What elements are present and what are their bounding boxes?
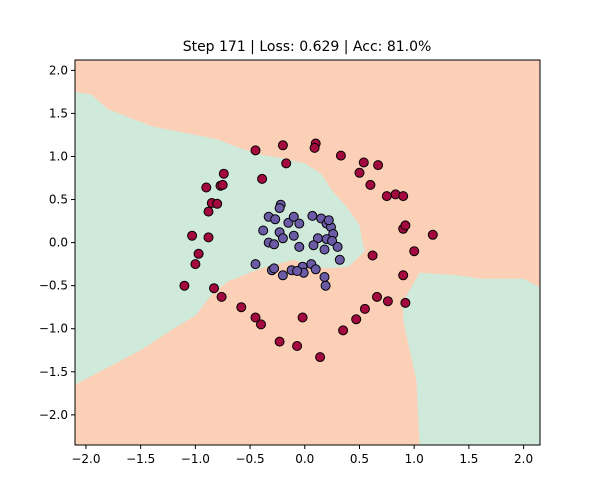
data-point-inner xyxy=(258,225,269,236)
data-point-inner xyxy=(269,263,280,274)
data-point-outer xyxy=(309,142,320,153)
x-tick-label: 1.5 xyxy=(459,452,478,466)
x-tick-label: 2.0 xyxy=(514,452,533,466)
decision-regions-inner xyxy=(75,91,540,445)
data-point-outer xyxy=(212,198,223,209)
data-point-inner xyxy=(319,272,330,282)
x-tick-label: −0.5 xyxy=(235,452,264,466)
data-point-outer xyxy=(372,291,382,302)
x-tick-label: −2.0 xyxy=(71,452,100,466)
data-point-outer xyxy=(382,296,393,307)
y-tick-label: −0.5 xyxy=(39,279,68,293)
data-point-inner xyxy=(294,218,305,229)
y-axis: 2.0 1.5 1.0 0.5 0.0 −0.5 −1.0 −1.5 −2.0 xyxy=(39,63,75,422)
data-point-inner xyxy=(319,244,330,255)
y-tick-label: −2.0 xyxy=(39,408,68,422)
data-point-outer xyxy=(351,314,362,325)
data-point-outer xyxy=(367,250,378,261)
data-point-outer xyxy=(257,173,268,184)
data-point-outer xyxy=(201,182,212,193)
chart-title: Step 171 | Loss: 0.629 | Acc: 81.0% xyxy=(183,39,432,55)
data-point-inner xyxy=(288,230,299,241)
data-point-inner xyxy=(277,233,288,244)
data-point-outer xyxy=(400,297,411,308)
data-point-outer xyxy=(335,150,346,161)
data-point-outer xyxy=(274,336,285,347)
data-point-outer xyxy=(297,312,308,323)
data-point-outer xyxy=(359,303,370,314)
data-point-outer xyxy=(203,232,214,243)
data-point-inner xyxy=(270,214,281,225)
y-tick-label: 1.0 xyxy=(49,149,68,163)
x-tick-label: −1.5 xyxy=(126,452,155,466)
data-point-outer xyxy=(398,270,409,281)
data-point-outer xyxy=(250,145,261,156)
decision-region-inner-0 xyxy=(75,91,365,385)
data-point-outer xyxy=(409,246,420,257)
data-points xyxy=(179,138,438,363)
x-tick-label: 0.5 xyxy=(350,452,369,466)
data-point-outer xyxy=(373,160,384,171)
data-point-inner xyxy=(288,211,299,222)
plot-frame xyxy=(74,59,541,446)
data-point-outer xyxy=(179,280,190,291)
data-point-inner xyxy=(323,215,334,226)
x-tick-label: −1.0 xyxy=(181,452,210,466)
data-point-inner xyxy=(294,241,305,252)
x-axis: −2.0 −1.5 −1.0 −0.5 0.0 0.5 1.0 1.5 2.0 xyxy=(71,445,533,466)
data-point-outer xyxy=(381,191,392,202)
data-point-outer xyxy=(315,352,326,363)
data-point-inner xyxy=(332,241,343,252)
data-point-inner xyxy=(310,264,321,275)
y-tick-label: 0.5 xyxy=(49,193,68,207)
data-point-outer xyxy=(398,191,409,202)
data-point-outer xyxy=(358,157,369,168)
data-point-outer xyxy=(203,206,214,217)
y-tick-label: 1.5 xyxy=(49,106,68,120)
data-point-outer xyxy=(277,140,288,151)
y-tick-label: −1.5 xyxy=(39,365,68,379)
data-point-outer xyxy=(250,312,261,323)
data-point-inner xyxy=(274,203,285,214)
data-point-outer xyxy=(365,179,376,190)
data-point-outer xyxy=(427,229,438,240)
data-point-inner xyxy=(334,254,345,265)
data-point-inner xyxy=(308,240,319,251)
plot-area xyxy=(75,60,540,445)
data-point-outer xyxy=(236,302,247,313)
data-point-outer xyxy=(216,291,227,302)
x-tick-label: 1.0 xyxy=(405,452,424,466)
data-point-outer xyxy=(190,259,201,270)
data-point-outer xyxy=(281,158,292,169)
data-point-outer xyxy=(217,179,228,190)
data-point-outer xyxy=(187,230,198,241)
data-point-outer xyxy=(292,341,303,351)
data-point-outer xyxy=(209,283,219,294)
y-tick-label: 2.0 xyxy=(49,63,68,77)
data-point-outer xyxy=(218,168,229,179)
data-point-outer xyxy=(400,220,411,231)
data-point-inner xyxy=(277,270,288,281)
data-point-outer xyxy=(256,319,266,330)
data-point-inner xyxy=(269,239,280,250)
y-tick-label: 0.0 xyxy=(49,236,68,250)
data-point-outer xyxy=(338,325,349,336)
data-point-inner xyxy=(320,280,331,291)
decision-region-inner-1 xyxy=(403,272,540,445)
data-point-outer xyxy=(354,167,365,178)
data-point-inner xyxy=(307,210,318,221)
data-point-inner xyxy=(292,266,303,276)
data-point-inner xyxy=(250,259,261,270)
x-tick-label: 0.0 xyxy=(295,452,314,466)
y-tick-label: −1.0 xyxy=(39,322,68,336)
data-point-outer xyxy=(193,248,204,259)
